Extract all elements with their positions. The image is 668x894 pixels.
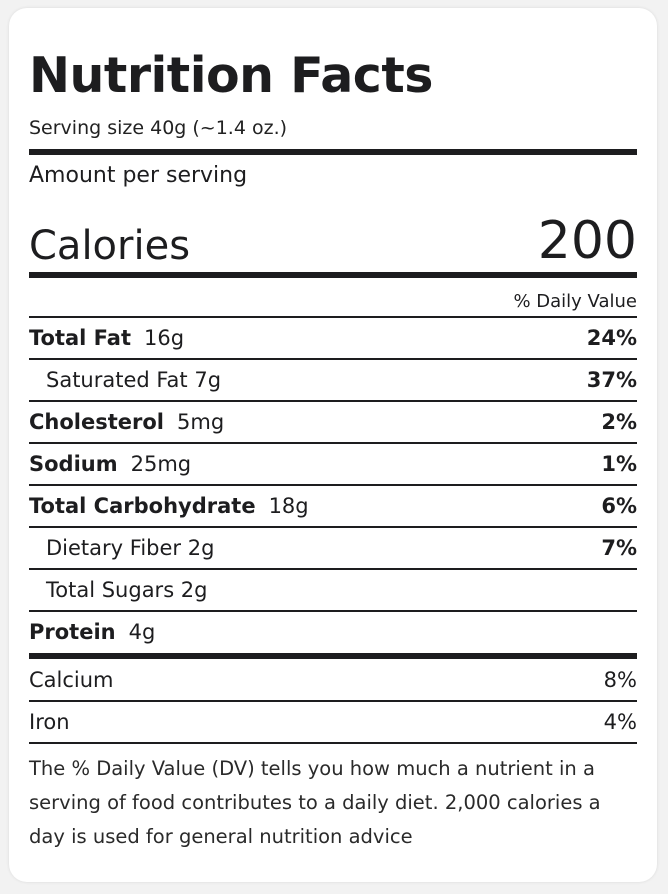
nutrient-label: Total Carbohydrate — [29, 494, 256, 518]
nutrient-row-total-sugars: Total Sugars 2g — [29, 570, 637, 610]
serving-size: Serving size 40g (~1.4 oz.) — [29, 117, 288, 139]
nutrient-amount: 18g — [268, 494, 309, 518]
nutrient-daily-value: 7% — [601, 536, 637, 560]
divider-thin — [29, 568, 637, 570]
nutrient-row-saturated-fat: Saturated Fat 7g 37% — [29, 360, 637, 400]
nutrient-row-total-fat: Total Fat 16g 24% — [29, 318, 637, 358]
divider-thick — [29, 653, 637, 659]
nutrient-label: Protein — [29, 620, 116, 644]
nutrient-label: Sodium — [29, 452, 118, 476]
nutrient-daily-value: 1% — [601, 452, 637, 476]
nutrient-amount: 25mg — [130, 452, 192, 476]
mineral-label: Iron — [29, 710, 70, 734]
nutrient-daily-value: 2% — [601, 410, 637, 434]
divider-thin — [29, 316, 637, 318]
nutrient-name: Cholesterol 5mg — [29, 410, 224, 434]
nutrient-row-protein: Protein 4g — [29, 612, 637, 652]
nutrient-amount: 5mg — [177, 410, 225, 434]
divider-thin — [29, 610, 637, 612]
nutrient-label: Total Sugars 2g — [46, 578, 208, 602]
nutrient-name: Protein 4g — [29, 620, 155, 644]
nutrient-daily-value: 24% — [586, 326, 637, 350]
mineral-row-iron: Iron 4% — [29, 702, 637, 742]
nutrient-amount: 4g — [128, 620, 156, 644]
nutrient-daily-value: 37% — [586, 368, 637, 392]
mineral-daily-value: 4% — [603, 710, 637, 734]
nutrient-label: Dietary Fiber 2g — [46, 536, 215, 560]
calories-value: 200 — [537, 211, 637, 271]
nutrient-label: Total Fat — [29, 326, 132, 350]
daily-value-footnote: The % Daily Value (DV) tells you how muc… — [29, 757, 601, 848]
nutrient-label: Saturated Fat 7g — [46, 368, 222, 392]
divider-thin — [29, 700, 637, 702]
mineral-label: Calcium — [29, 668, 114, 692]
calories-label: Calories — [29, 223, 191, 269]
divider-thin — [29, 400, 637, 402]
nutrient-label: Cholesterol — [29, 410, 164, 434]
nutrient-name: Sodium 25mg — [29, 452, 191, 476]
divider-thin — [29, 358, 637, 360]
nutrient-name: Total Fat 16g — [29, 326, 184, 350]
divider-thick — [29, 272, 637, 278]
nutrient-daily-value: 6% — [601, 494, 637, 518]
mineral-row-calcium: Calcium 8% — [29, 660, 637, 700]
divider-thin — [29, 442, 637, 444]
divider-thin — [29, 484, 637, 486]
nutrient-row-cholesterol: Cholesterol 5mg 2% — [29, 402, 637, 442]
divider-thin — [29, 526, 637, 528]
nutrient-amount: 16g — [144, 326, 185, 350]
label-title: Nutrition Facts — [29, 47, 433, 104]
divider-thin — [29, 742, 637, 744]
nutrition-label-card: Nutrition Facts Serving size 40g (~1.4 o… — [9, 8, 657, 882]
daily-value-header: % Daily Value — [513, 291, 637, 312]
nutrient-row-total-carbohydrate: Total Carbohydrate 18g 6% — [29, 486, 637, 526]
nutrient-row-sodium: Sodium 25mg 1% — [29, 444, 637, 484]
mineral-daily-value: 8% — [603, 668, 637, 692]
nutrient-name: Total Carbohydrate 18g — [29, 494, 309, 518]
amount-per-serving: Amount per serving — [29, 163, 248, 188]
divider-thick — [29, 149, 637, 155]
nutrient-row-dietary-fiber: Dietary Fiber 2g 7% — [29, 528, 637, 568]
